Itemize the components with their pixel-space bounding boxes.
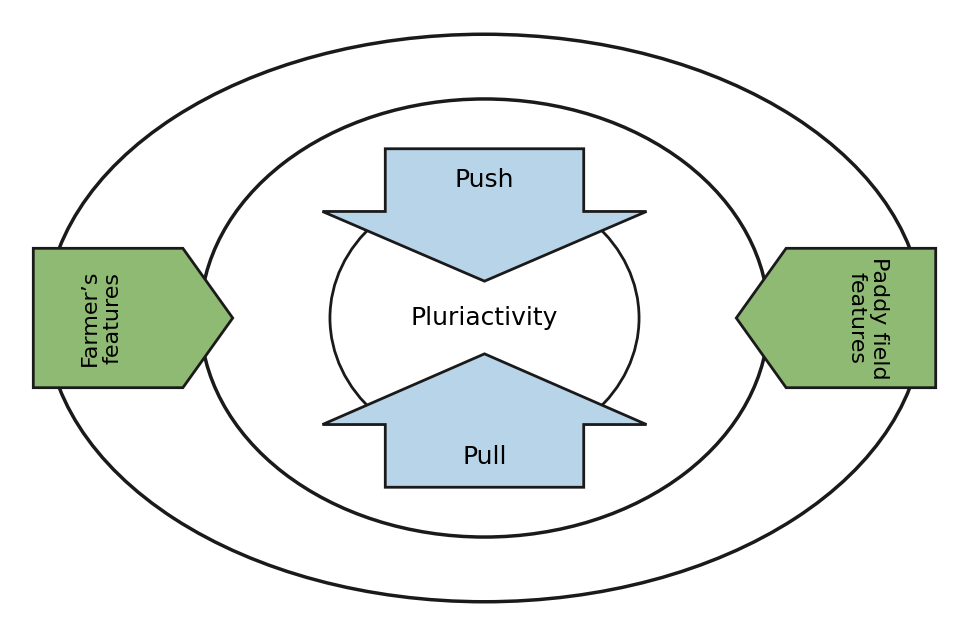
Text: Pull: Pull: [462, 445, 507, 469]
Text: Pluriactivity: Pluriactivity: [411, 306, 558, 330]
Text: Farmer’s
features: Farmer’s features: [79, 270, 123, 366]
Ellipse shape: [329, 184, 640, 452]
Polygon shape: [33, 248, 233, 388]
Polygon shape: [323, 354, 646, 487]
Polygon shape: [323, 149, 646, 281]
Text: Paddy field
features: Paddy field features: [846, 257, 890, 379]
Ellipse shape: [46, 34, 923, 602]
Text: Push: Push: [454, 168, 515, 191]
Ellipse shape: [201, 99, 768, 537]
Polygon shape: [736, 248, 936, 388]
